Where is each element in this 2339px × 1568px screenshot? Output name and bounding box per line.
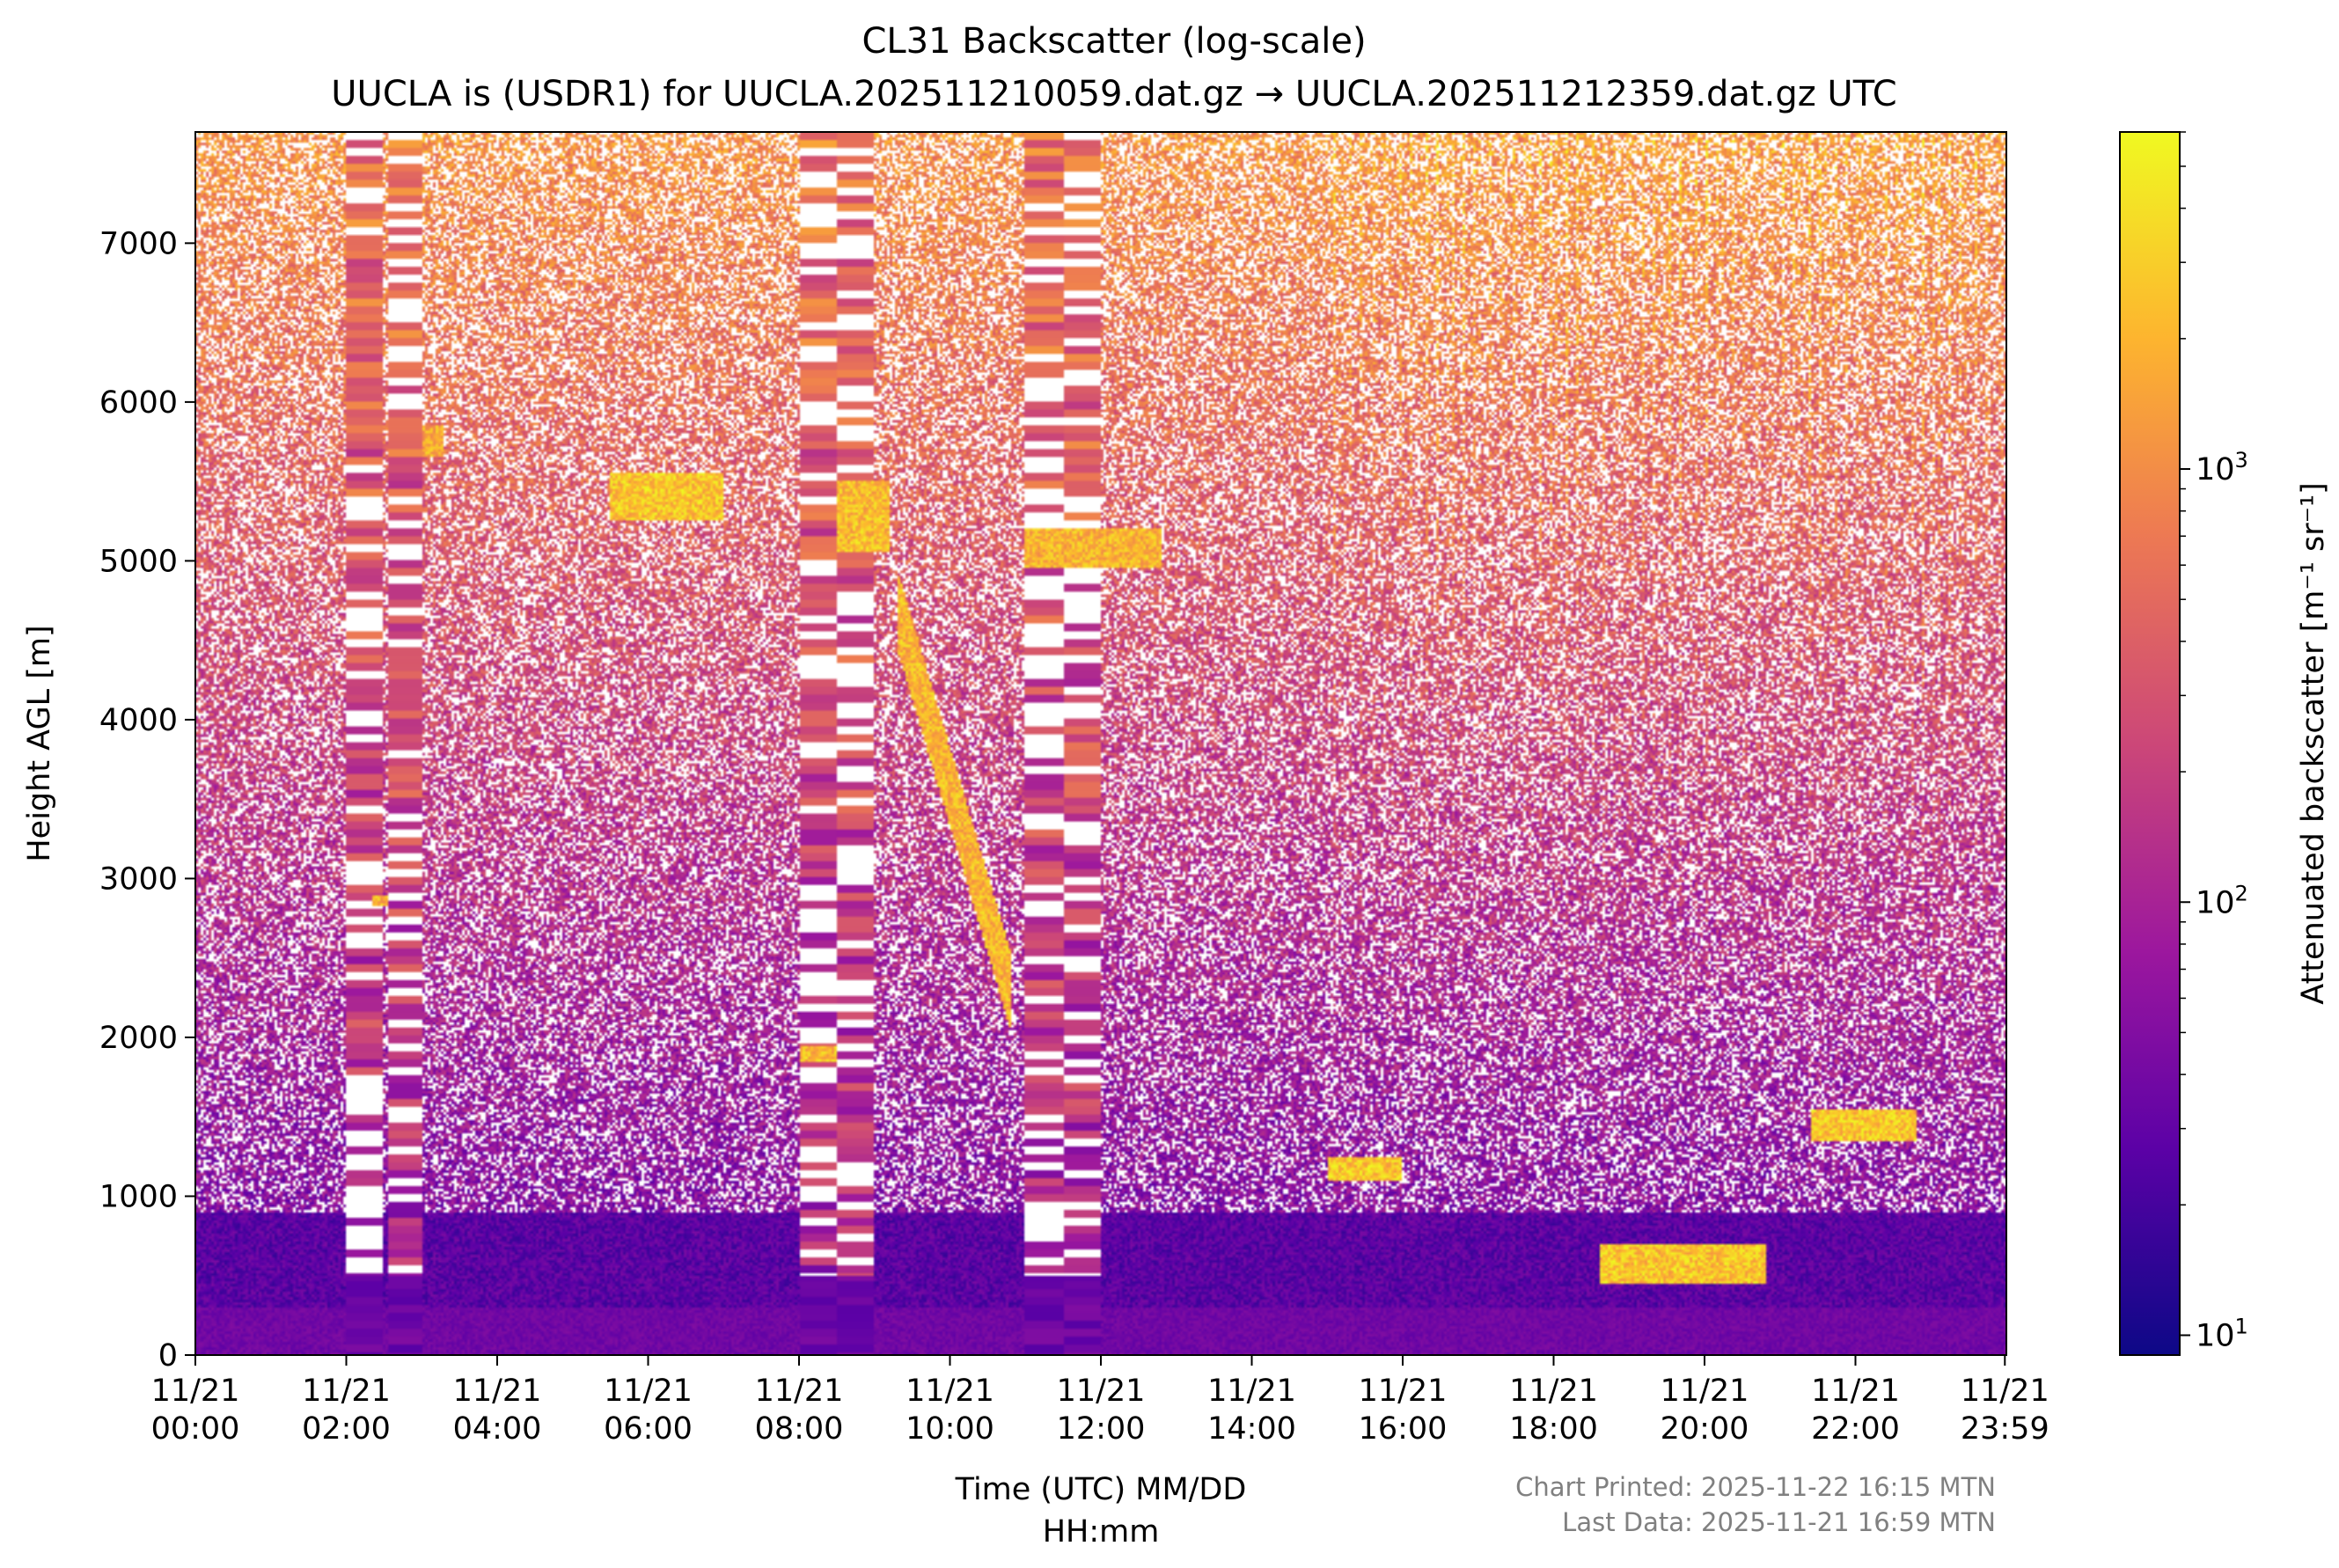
x-tick-date: 11/21	[1961, 1374, 2049, 1409]
y-tick-label: 0	[158, 1338, 178, 1374]
x-tick-time: 04:00	[453, 1411, 542, 1447]
x-tick-date: 11/21	[151, 1374, 240, 1409]
x-axis-label-line1: Time (UTC) MM/DD	[955, 1472, 1247, 1507]
y-tick-label: 5000	[99, 544, 178, 579]
x-tick-date: 11/21	[1057, 1374, 1146, 1409]
colorbar-tick-label: 102	[2196, 881, 2248, 920]
x-tick-time: 12:00	[1057, 1411, 1146, 1447]
x-tick-time: 02:00	[302, 1411, 391, 1447]
y-axis-ticks: 0 1000 2000 3000 4000 5000 6000 7000	[99, 226, 195, 1374]
x-tick-date: 11/21	[1207, 1374, 1296, 1409]
y-tick-label: 7000	[99, 226, 178, 261]
chart-subtitle: UUCLA is (USDR1) for UUCLA.202511210059.…	[331, 74, 1896, 114]
x-tick-time: 18:00	[1509, 1411, 1598, 1447]
x-tick-date: 11/21	[1359, 1374, 1448, 1409]
x-tick-time: 22:00	[1811, 1411, 1900, 1447]
x-tick-time: 00:00	[151, 1411, 240, 1447]
x-tick-time: 16:00	[1359, 1411, 1448, 1447]
x-axis-label-line2: HH:mm	[1043, 1514, 1160, 1550]
x-tick-time: 08:00	[755, 1411, 844, 1447]
x-tick-date: 11/21	[302, 1374, 391, 1409]
colorbar-tick-label: 101	[2196, 1314, 2248, 1353]
x-tick-date: 11/21	[604, 1374, 693, 1409]
y-tick-label: 1000	[99, 1179, 178, 1214]
x-tick-date: 11/21	[1811, 1374, 1900, 1409]
chart-printed-note: Chart Printed: 2025-11-22 16:15 MTN	[1515, 1472, 1996, 1502]
x-tick-date: 11/21	[1661, 1374, 1749, 1409]
y-tick-label: 2000	[99, 1021, 178, 1056]
x-tick-time: 06:00	[604, 1411, 693, 1447]
x-tick-time: 14:00	[1207, 1411, 1296, 1447]
x-tick-time: 10:00	[906, 1411, 994, 1447]
x-axis-ticks: 11/2100:0011/2102:0011/2104:0011/2106:00…	[151, 1355, 2049, 1447]
colorbar	[2119, 131, 2181, 1356]
y-tick-label: 3000	[99, 861, 178, 897]
colorbar-label: Attenuated backscatter [m⁻¹ sr⁻¹]	[2296, 482, 2331, 1004]
chart-title: CL31 Backscatter (log-scale)	[862, 21, 1366, 62]
colorbar-ticks: 101 102 103	[2180, 131, 2248, 1353]
last-data-note: Last Data: 2025-11-21 16:59 MTN	[1562, 1507, 1996, 1537]
x-tick-time: 23:59	[1961, 1411, 2049, 1447]
y-tick-label: 6000	[99, 385, 178, 421]
x-tick-date: 11/21	[1509, 1374, 1598, 1409]
x-tick-time: 20:00	[1661, 1411, 1749, 1447]
x-tick-date: 11/21	[906, 1374, 994, 1409]
backscatter-heatmap	[195, 132, 2006, 1355]
y-axis-label: Height AGL [m]	[22, 625, 57, 861]
x-tick-date: 11/21	[755, 1374, 844, 1409]
x-tick-date: 11/21	[453, 1374, 542, 1409]
y-tick-label: 4000	[99, 703, 178, 738]
colorbar-tick-label: 103	[2196, 448, 2248, 487]
